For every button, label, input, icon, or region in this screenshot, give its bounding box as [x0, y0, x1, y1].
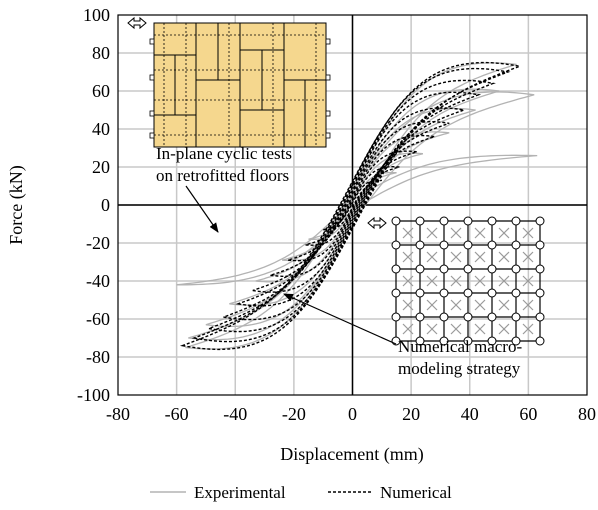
y-tick-label: 20: [92, 157, 110, 177]
y-tick-label: 60: [92, 81, 110, 101]
series-layer: [176, 61, 538, 351]
x-axis-label: Displacement (mm): [280, 444, 423, 465]
mesh-node: [439, 216, 449, 226]
series-numerical: [179, 61, 523, 351]
mesh-node: [511, 240, 521, 250]
mesh-node: [535, 264, 545, 274]
mesh-node: [463, 264, 473, 274]
mesh-node: [439, 336, 449, 346]
annotation-experimental-line-1: In-plane cyclic tests: [156, 144, 292, 163]
mesh-node: [463, 288, 473, 298]
x-tick-label: -80: [106, 404, 130, 424]
mesh-node: [415, 264, 425, 274]
mesh-node: [511, 288, 521, 298]
mesh-node: [463, 336, 473, 346]
mesh-node: [487, 264, 497, 274]
mesh-node: [511, 312, 521, 322]
y-tick-label: -60: [86, 309, 110, 329]
mesh-node: [415, 216, 425, 226]
mesh-node: [439, 312, 449, 322]
y-tick-labels: 100 80 60 40 20 0 -20 -40 -60 -80 -100: [77, 5, 110, 405]
y-tick-label: 40: [92, 119, 110, 139]
macro-model-mesh-inset: [367, 216, 545, 346]
mesh-node: [487, 240, 497, 250]
legend: Experimental Numerical: [150, 483, 452, 502]
mesh-node: [391, 264, 401, 274]
mesh-node: [391, 216, 401, 226]
mesh-node: [511, 264, 521, 274]
annotation-experimental-line-2: on retrofitted floors: [156, 166, 289, 185]
mesh-node: [391, 240, 401, 250]
x-tick-label: 20: [402, 404, 420, 424]
mesh-node: [487, 216, 497, 226]
mesh-node: [415, 336, 425, 346]
y-tick-label: 0: [101, 195, 110, 215]
hysteresis-loop: [270, 134, 435, 277]
y-tick-label: -100: [77, 385, 110, 405]
annotation-numerical-arrow: [283, 293, 397, 345]
legend-label-numerical: Numerical: [380, 483, 452, 502]
annotation-numerical: Numerical macro- modeling strategy: [283, 293, 522, 378]
y-tick-label: 80: [92, 43, 110, 63]
y-tick-label: -40: [86, 271, 110, 291]
hysteresis-loop: [185, 62, 517, 350]
mesh-node: [415, 288, 425, 298]
legend-label-experimental: Experimental: [194, 483, 286, 502]
x-tick-label: -40: [223, 404, 247, 424]
annotation-numerical-line-2: modeling strategy: [398, 359, 521, 378]
mesh-node: [415, 240, 425, 250]
mesh-node: [535, 288, 545, 298]
hysteresis-loop: [287, 150, 418, 262]
x-tick-label: -60: [165, 404, 189, 424]
x-tick-label: 0: [348, 404, 357, 424]
mesh-node: [511, 336, 521, 346]
hysteresis-loop: [179, 61, 523, 351]
x-tick-label: -20: [282, 404, 306, 424]
mesh-node: [535, 216, 545, 226]
annotation-experimental: In-plane cyclic tests on retrofitted flo…: [156, 144, 292, 233]
double-arrow-icon: [127, 16, 147, 30]
mesh-node: [487, 288, 497, 298]
annotation-numerical-line-1: Numerical macro-: [398, 337, 522, 356]
mesh-node: [487, 336, 497, 346]
double-arrow-icon: [367, 216, 387, 230]
mesh-node: [535, 336, 545, 346]
y-tick-label: -80: [86, 347, 110, 367]
hysteresis-loop: [323, 179, 382, 231]
mesh-node: [511, 216, 521, 226]
mesh-node: [415, 312, 425, 322]
x-tick-label: 60: [519, 404, 537, 424]
mesh-node: [463, 312, 473, 322]
mesh-node: [391, 312, 401, 322]
mesh-node: [391, 288, 401, 298]
y-axis-label: Force (kN): [6, 165, 27, 244]
hysteresis-loop: [176, 154, 538, 286]
x-tick-label: 40: [461, 404, 479, 424]
mesh-node: [535, 240, 545, 250]
y-tick-label: -20: [86, 233, 110, 253]
hysteresis-loop: [223, 91, 482, 321]
hysteresis-loop: [252, 121, 450, 293]
x-tick-label: 80: [578, 404, 596, 424]
y-tick-label: 100: [83, 5, 110, 25]
mesh-node: [487, 312, 497, 322]
mesh-node: [463, 216, 473, 226]
zero-axes: [118, 15, 587, 395]
mesh-node: [535, 312, 545, 322]
annotation-experimental-arrow: [185, 185, 219, 233]
mesh-node: [439, 264, 449, 274]
mesh-node: [439, 288, 449, 298]
retrofitted-floor-inset: [127, 16, 331, 148]
mesh-node: [439, 240, 449, 250]
mesh-node: [463, 240, 473, 250]
x-tick-labels: -80 -60 -40 -20 0 20 40 60 80: [106, 404, 596, 424]
